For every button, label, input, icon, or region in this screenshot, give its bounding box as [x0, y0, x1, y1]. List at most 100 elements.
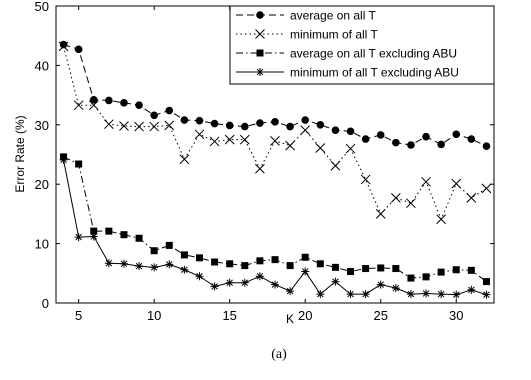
data-point [482, 290, 491, 299]
data-point [406, 198, 416, 209]
data-point [346, 290, 355, 299]
data-point [392, 265, 400, 273]
series-3 [60, 153, 490, 286]
data-point [270, 135, 280, 146]
data-point [436, 214, 446, 225]
data-point [377, 264, 385, 272]
data-point [482, 278, 490, 286]
data-point [104, 119, 114, 130]
data-point [361, 135, 370, 143]
data-point [375, 209, 386, 219]
data-point [210, 119, 219, 128]
data-point [331, 277, 340, 286]
x-tick-label: 10 [147, 308, 161, 323]
data-point [391, 284, 400, 293]
data-point [88, 100, 99, 111]
data-point [165, 241, 173, 249]
y-tick-label: 30 [35, 118, 49, 133]
data-point [165, 260, 174, 269]
data-point [73, 100, 84, 111]
data-point [58, 41, 69, 52]
data-point [180, 251, 188, 259]
data-point [407, 274, 415, 282]
data-point [271, 256, 279, 264]
figure-caption: (a) [271, 347, 287, 362]
legend: average on all T minimum of all T average … [229, 5, 495, 85]
data-point [165, 106, 174, 115]
data-point [135, 262, 144, 271]
series-1 [59, 40, 491, 150]
data-point [211, 258, 219, 266]
data-point [74, 233, 83, 242]
legend-marker [255, 29, 265, 39]
data-point [467, 266, 475, 274]
data-point [75, 160, 83, 168]
data-point [467, 135, 476, 143]
data-point [437, 140, 445, 149]
x-tick-label: 25 [373, 308, 387, 323]
data-point [286, 287, 295, 296]
data-point [422, 273, 430, 281]
data-point [224, 134, 235, 145]
data-point [239, 134, 250, 145]
data-point [195, 116, 204, 125]
legend-label: minimum of all T excluding ABU [290, 66, 459, 80]
data-point [347, 268, 355, 276]
data-point [316, 121, 325, 129]
data-point [466, 193, 477, 203]
data-point [331, 126, 340, 134]
data-point [256, 119, 264, 127]
y-axis-label: Error Rate (%) [13, 115, 27, 192]
legend-entry: average on all T [236, 9, 377, 23]
data-point [195, 272, 204, 281]
legend-label: average on all T [290, 9, 377, 23]
data-point [209, 136, 220, 147]
data-point [119, 121, 129, 131]
legend-label: minimum of all T [290, 28, 378, 42]
series-4 [59, 155, 491, 299]
legend-marker [256, 68, 264, 76]
data-point [376, 131, 385, 139]
legend-entry: average on all T excluding ABU [236, 47, 457, 61]
data-point [179, 154, 190, 165]
data-point [481, 183, 492, 194]
data-point [452, 266, 460, 274]
data-point [271, 280, 279, 289]
data-point [390, 193, 401, 203]
data-point [134, 121, 144, 132]
x-tick-label: 5 [75, 308, 82, 323]
axis-ticks: 5 10 15 20 25 30 0 10 20 30 40 50 [35, 0, 494, 323]
data-point [150, 111, 158, 120]
data-point [255, 163, 265, 174]
data-point [407, 141, 415, 149]
data-point [316, 260, 324, 268]
y-tick-label: 40 [35, 58, 49, 73]
x-tick-label: 20 [298, 308, 312, 323]
data-point [422, 132, 430, 141]
legend-entry: minimum of all T excluding ABU [236, 66, 459, 80]
data-point [451, 178, 462, 189]
data-point [135, 234, 143, 242]
data-point [300, 125, 311, 135]
data-point [149, 121, 160, 132]
data-point [315, 143, 326, 153]
data-point [120, 99, 128, 107]
data-point [59, 40, 68, 49]
data-point [226, 260, 234, 268]
data-point [90, 227, 98, 235]
data-point [210, 282, 219, 291]
data-point [437, 290, 446, 299]
data-point [286, 122, 294, 131]
data-point [225, 121, 234, 130]
data-point [331, 263, 339, 271]
data-point [392, 138, 400, 147]
y-tick-label: 10 [35, 237, 49, 252]
data-point [437, 268, 445, 276]
legend-box [229, 5, 495, 85]
data-point [194, 129, 205, 140]
data-point [89, 96, 98, 104]
y-tick-label: 50 [35, 0, 49, 14]
data-point [164, 120, 175, 131]
data-point [452, 290, 461, 299]
